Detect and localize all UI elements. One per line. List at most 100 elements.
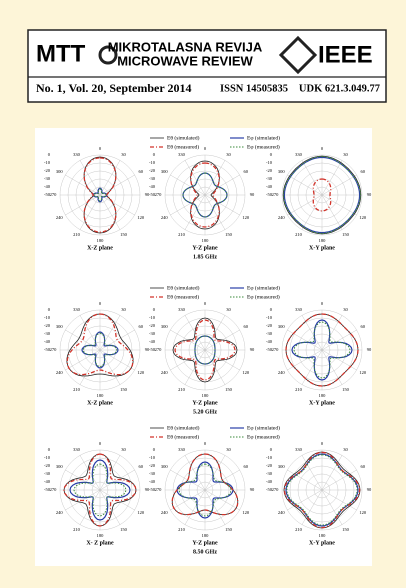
pattern-curve: [93, 188, 107, 202]
radial-label: -20: [149, 323, 156, 328]
plane-label: X-Z plane: [87, 245, 113, 251]
polar-spoke: [79, 160, 101, 196]
angle-label: 90: [145, 347, 150, 352]
polar-spoke: [204, 455, 226, 491]
legend-label: Eφ (simulated): [247, 424, 280, 431]
radial-label: -20: [44, 323, 51, 328]
angle-label: 270: [272, 487, 280, 492]
angle-label: 240: [278, 510, 286, 515]
angle-label: 240: [56, 510, 64, 515]
legend-label: Eφ (simulated): [247, 134, 280, 141]
angle-label: 60: [243, 169, 248, 174]
plane-label: X-Z plane: [87, 400, 113, 406]
radial-label: -20: [266, 463, 273, 468]
pattern-curve: [293, 321, 351, 379]
radial-label: -20: [149, 168, 156, 173]
legend-label: Eθ (measured): [167, 293, 199, 300]
frequency-label: 1.85 GHz: [193, 254, 217, 260]
pattern-curve: [81, 331, 119, 369]
angle-label: 270: [272, 347, 280, 352]
legend-label: Eθ (simulated): [167, 284, 200, 291]
angle-label: 330: [295, 307, 303, 312]
radial-label: -40: [44, 339, 51, 344]
angle-label: 330: [295, 152, 303, 157]
angle-label: 90: [250, 192, 255, 197]
legend-label: Eφ (simulated): [247, 284, 280, 291]
ieee-diamond: [278, 35, 318, 75]
angle-label: 270: [50, 192, 58, 197]
header-box: [27, 29, 387, 103]
polar-spoke: [79, 194, 101, 230]
radial-label: -50: [149, 487, 156, 492]
radial-label: -30: [149, 471, 156, 476]
polar-spoke: [321, 489, 357, 511]
journal-title: MICROWAVE REVIEW: [117, 53, 253, 68]
polar-spoke: [301, 194, 323, 230]
polar-spoke: [321, 174, 357, 196]
polar-spoke: [99, 489, 121, 525]
polar-spoke: [170, 489, 206, 511]
pattern-curve: [312, 178, 332, 212]
udk: UDK 621.3.049.77: [299, 83, 380, 94]
radial-label: -10: [266, 315, 273, 320]
angle-label: 60: [360, 169, 365, 174]
radial-label: -40: [44, 184, 51, 189]
polar-spoke: [204, 489, 226, 525]
legend-label: Eφ (measured): [247, 293, 280, 300]
issn: ISSN 14505835: [220, 83, 288, 94]
polar-spoke: [204, 194, 240, 216]
pattern-curve: [286, 454, 358, 526]
radial-label: -20: [44, 463, 51, 468]
angle-label: 120: [359, 510, 367, 515]
angle-label: 210: [73, 232, 81, 237]
polar-spoke: [99, 349, 121, 385]
angle-label: 270: [50, 487, 58, 492]
radial-label: -40: [266, 479, 273, 484]
angle-label: 270: [155, 487, 163, 492]
polar-spoke: [184, 160, 206, 196]
angle-label: 30: [343, 447, 348, 452]
polar-spoke: [287, 489, 323, 511]
angle-label: 240: [161, 215, 169, 220]
legend-label: Eθ (simulated): [167, 424, 200, 431]
angle-label: 180: [97, 238, 105, 243]
angle-label: 60: [138, 464, 143, 469]
angle-label: 330: [73, 447, 81, 452]
radial-label: -10: [44, 315, 51, 320]
polar-spoke: [301, 160, 323, 196]
radial-label: -30: [266, 331, 273, 336]
polar-spoke: [287, 194, 323, 216]
radial-label: -10: [266, 160, 273, 165]
radial-label: -10: [266, 455, 273, 460]
angle-label: 240: [56, 215, 64, 220]
angle-label: 30: [226, 307, 231, 312]
legend-label: Eθ (measured): [167, 433, 199, 440]
angle-label: 180: [319, 393, 327, 398]
radial-label: -30: [266, 176, 273, 181]
radial-label: -50: [44, 192, 51, 197]
radial-label: -30: [44, 176, 51, 181]
polar-spoke: [65, 194, 101, 216]
angle-label: 120: [242, 370, 250, 375]
angle-label: 240: [161, 370, 169, 375]
logo-mtt: MTT: [36, 40, 86, 67]
angle-label: 60: [243, 324, 248, 329]
angle-label: 300: [56, 464, 64, 469]
radial-label: 0: [270, 307, 273, 312]
angle-label: 120: [137, 215, 145, 220]
angle-label: 120: [242, 510, 250, 515]
pattern-curve: [178, 463, 232, 517]
angle-label: 150: [342, 387, 350, 392]
polar-spoke: [170, 174, 206, 196]
angle-label: 240: [278, 215, 286, 220]
pattern-curve: [283, 451, 361, 529]
angle-label: 150: [225, 232, 233, 237]
angle-label: 0: [321, 441, 324, 446]
legend-label: Eφ (measured): [247, 433, 280, 440]
polar-spoke: [99, 315, 121, 351]
angle-label: 180: [202, 533, 210, 538]
angle-label: 30: [121, 447, 126, 452]
angle-label: 330: [295, 447, 303, 452]
radial-label: -50: [44, 347, 51, 352]
